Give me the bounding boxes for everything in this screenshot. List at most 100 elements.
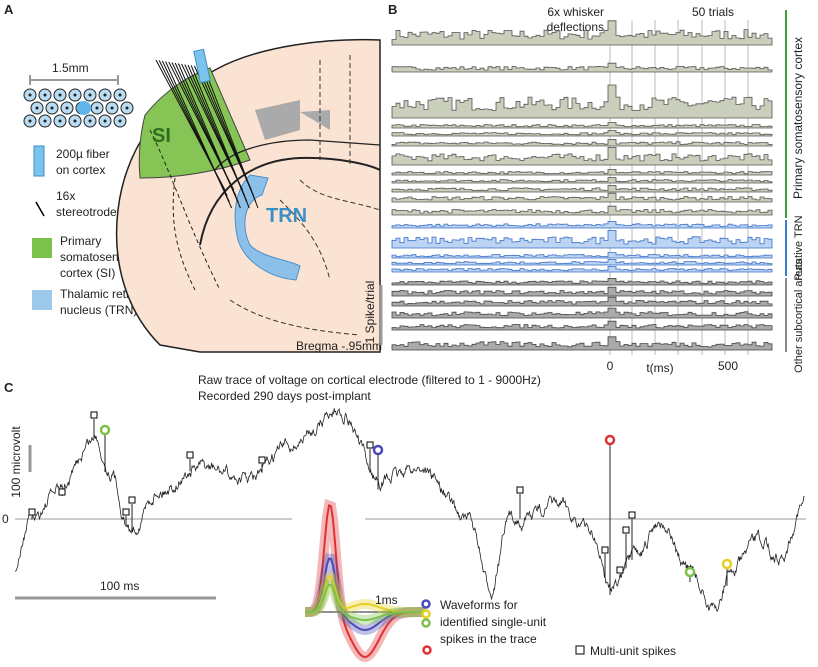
histogram xyxy=(391,130,773,137)
histogram xyxy=(391,296,773,307)
stereotrode xyxy=(190,65,250,209)
multi-unit-label: Multi-unit spikes xyxy=(590,644,676,658)
multi-unit-marker xyxy=(601,546,609,554)
electrode-core xyxy=(88,119,92,123)
histogram xyxy=(391,122,773,129)
fiber-icon xyxy=(33,145,45,177)
histogram xyxy=(391,84,773,119)
histogram xyxy=(391,62,773,73)
electrode-core xyxy=(88,93,92,97)
electrode-core xyxy=(118,93,122,97)
stereotrode xyxy=(203,67,259,209)
trials-label: 50 trials xyxy=(692,5,734,19)
multi-unit-icon xyxy=(575,645,585,655)
waveform-label: Waveforms for xyxy=(440,598,518,612)
legend-text: stereotrodes xyxy=(56,205,123,219)
electrode-core xyxy=(50,106,54,110)
legend-text: cortex (SI) xyxy=(60,266,115,280)
voltage-trace xyxy=(14,407,805,613)
tick-label: 500 xyxy=(718,359,738,373)
multi-unit-marker xyxy=(128,496,136,504)
histogram xyxy=(391,192,773,203)
multi-unit-marker xyxy=(28,508,36,516)
multi-unit-marker xyxy=(90,411,98,419)
panel-label: B xyxy=(388,2,397,17)
electrode-core xyxy=(73,119,77,123)
histogram xyxy=(391,336,773,351)
panel-label: A xyxy=(4,2,14,17)
histogram xyxy=(391,169,773,176)
multi-unit-marker xyxy=(258,456,266,464)
title: Raw trace of voltage on cortical electro… xyxy=(198,373,541,387)
scale-bar xyxy=(29,75,119,85)
brain-section xyxy=(115,38,381,353)
histograms xyxy=(391,20,773,355)
legend-text: 16x xyxy=(56,189,75,203)
electrode-core xyxy=(95,106,99,110)
fiber xyxy=(193,48,211,84)
legend-text: nucleus (TRN) xyxy=(60,303,137,317)
electrode-core xyxy=(28,119,32,123)
waveform-marker xyxy=(421,618,431,628)
title: Recorded 290 days post-implant xyxy=(198,389,371,403)
waveform-label: spikes in the trace xyxy=(440,632,537,646)
histogram xyxy=(391,266,773,273)
histogram xyxy=(391,177,773,184)
electrode-core xyxy=(35,106,39,110)
trn-icon xyxy=(32,290,52,310)
electrode-core xyxy=(65,106,69,110)
multi-unit-marker xyxy=(628,511,636,519)
bregma-label: Bregma -.95mm xyxy=(296,339,382,353)
waveform-marker xyxy=(422,645,432,655)
single-unit-marker xyxy=(372,444,384,456)
stimulus-label: deflections xyxy=(547,20,604,34)
legend-text: on cortex xyxy=(56,163,105,177)
electrode-core xyxy=(125,106,129,110)
electrode-core xyxy=(58,119,62,123)
electrode-core xyxy=(43,119,47,123)
waveform-marker xyxy=(421,599,431,609)
waveform-label: identified single-unit xyxy=(440,615,547,629)
stereotrode xyxy=(165,61,233,209)
waveform-marker xyxy=(421,609,431,619)
group-label: Other subcortical areas xyxy=(793,259,805,373)
multi-unit-marker xyxy=(122,508,130,516)
electrode-core xyxy=(110,106,114,110)
histogram xyxy=(391,147,773,166)
histogram xyxy=(391,286,773,297)
histogram xyxy=(391,230,773,249)
multi-unit-marker xyxy=(58,488,66,496)
histogram xyxy=(391,221,773,229)
electrode-core xyxy=(58,93,62,97)
zero-label: 0 xyxy=(2,512,9,526)
trace-line xyxy=(14,407,805,613)
single-unit-marker xyxy=(684,566,696,578)
axis-label: t(ms) xyxy=(646,361,673,375)
scale-label: 1ms xyxy=(375,593,398,607)
single-unit-marker xyxy=(99,424,111,436)
single-unit-marker xyxy=(604,434,616,446)
histogram xyxy=(391,205,773,216)
waveform-inset xyxy=(305,498,432,663)
electrode-core xyxy=(43,93,47,97)
group-label: Primary somatosensory cortex xyxy=(791,37,805,199)
legend-text: 200µ fiber xyxy=(56,147,110,161)
multi-unit-marker xyxy=(186,451,194,459)
histogram xyxy=(391,307,773,319)
scale-label: 1.5mm xyxy=(52,61,89,75)
scale-label: 100 ms xyxy=(100,579,139,593)
histogram xyxy=(391,20,773,46)
legend-text: Primary xyxy=(60,234,101,248)
electrode-core xyxy=(103,93,107,97)
multi-unit-marker xyxy=(366,441,374,449)
electrode-array xyxy=(23,88,134,128)
scale-label: 1 Spike/trial xyxy=(363,281,377,344)
histogram xyxy=(391,278,773,286)
multi-unit-marker xyxy=(622,526,630,534)
panel-label: C xyxy=(4,380,14,395)
group-label: Putative TRN xyxy=(793,215,805,280)
histogram xyxy=(391,320,773,331)
si-icon xyxy=(32,238,52,258)
single-unit-marker xyxy=(721,558,733,570)
